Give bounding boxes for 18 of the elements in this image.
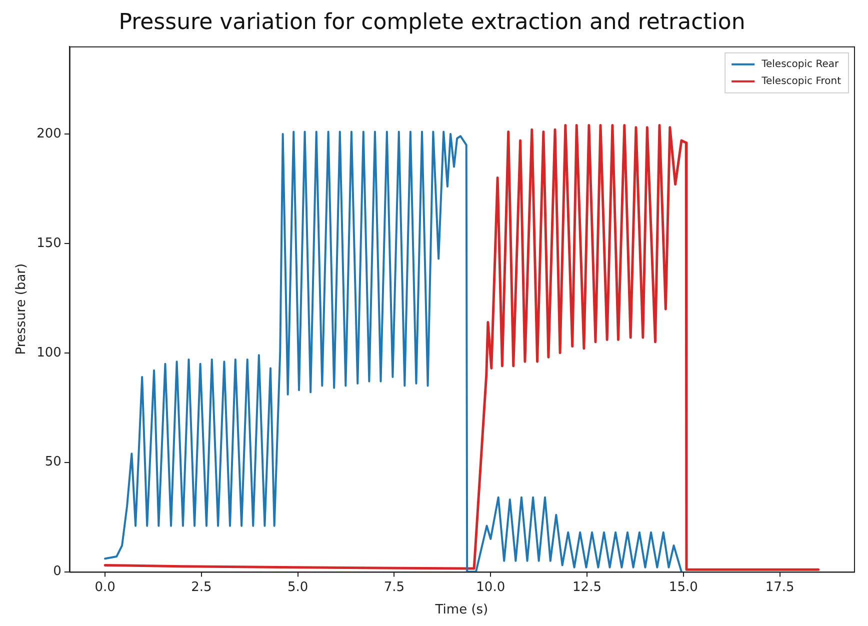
y-axis-title: Pressure (bar) <box>14 263 30 355</box>
x-tick-label: 12.5 <box>572 580 602 595</box>
x-tick-label: 10.0 <box>476 580 506 595</box>
y-tick-label: 150 <box>36 236 62 251</box>
x-tick-label: 2.5 <box>191 580 212 595</box>
x-tick-label: 17.5 <box>765 580 794 595</box>
legend-label: Telescopic Front <box>760 76 842 87</box>
x-tick-label: 0.0 <box>94 580 116 595</box>
legend-label: Telescopic Rear <box>760 58 840 70</box>
y-tick-label: 200 <box>36 126 62 142</box>
chart-title: Pressure variation for complete extraction and retraction <box>118 10 746 35</box>
y-tick-label: 0 <box>53 564 62 580</box>
x-tick-label: 7.5 <box>384 580 405 595</box>
x-tick-label: 5.0 <box>288 580 308 595</box>
x-axis-title: Time (s) <box>434 602 488 618</box>
x-tick-label: 15.0 <box>668 580 698 595</box>
y-tick-label: 50 <box>44 454 62 470</box>
y-tick-label: 100 <box>36 345 62 360</box>
